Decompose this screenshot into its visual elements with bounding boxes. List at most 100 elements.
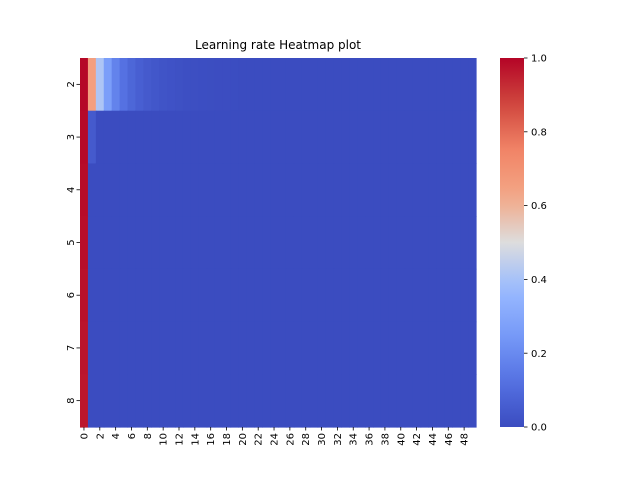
heatmap-cell: [159, 321, 168, 375]
x-axis: 0 2 4 6 8 10 12 14 16 18 20 22 24 26 28 30 32 34 36 38 40 42 4…: [79, 427, 471, 446]
heatmap-cell: [412, 268, 422, 323]
heatmap-cell: [230, 374, 239, 428]
heatmap-cell: [143, 374, 152, 428]
heatmap-cell: [436, 110, 445, 165]
heatmap-cell: [270, 110, 279, 165]
x-tick-label: 38: [380, 433, 391, 446]
heatmap-cell: [80, 374, 89, 428]
heatmap-cell: [143, 163, 152, 217]
heatmap-cell: [206, 268, 216, 323]
x-tick-label: 4: [111, 433, 122, 439]
heatmap-cell: [111, 268, 121, 323]
heatmap-cell: [127, 374, 137, 428]
heatmap-cell: [452, 374, 461, 428]
heatmap-cell: [404, 321, 414, 375]
heatmap-cell: [190, 268, 200, 323]
heatmap-cell: [468, 58, 477, 112]
heatmap-cell: [325, 163, 335, 217]
heatmap-cell: [341, 58, 350, 112]
heatmap-cell: [87, 321, 97, 375]
x-tick-label: 36: [365, 433, 376, 446]
heatmap-cell: [103, 321, 113, 375]
heatmap-cell: [119, 58, 129, 112]
heatmap-cell: [238, 374, 247, 428]
heatmap-cell: [135, 110, 144, 165]
colorbar-axis: 0.0 0.2 0.4 0.6 0.8 1.0: [524, 54, 547, 434]
heatmap-cell: [357, 374, 366, 428]
heatmap-cell: [436, 58, 445, 112]
heatmap-cell: [309, 110, 319, 165]
heatmap-cell: [317, 374, 327, 428]
heatmap-cell: [285, 163, 295, 217]
heatmap-cell: [380, 163, 390, 217]
heatmap-cell: [143, 216, 152, 270]
heatmap-cell: [404, 216, 414, 270]
heatmap-cell: [246, 110, 255, 165]
heatmap-cell: [80, 321, 89, 375]
heatmap-cell: [420, 110, 430, 165]
heatmap-cell: [151, 374, 160, 428]
heatmap-cell: [278, 374, 287, 428]
heatmap-cell: [95, 268, 105, 323]
x-tick-label: 32: [333, 433, 344, 446]
x-tick-label: 28: [301, 433, 312, 446]
heatmap-cell: [436, 321, 445, 375]
heatmap-cell: [135, 321, 144, 375]
heatmap-cell: [80, 163, 89, 217]
y-tick-label: 6: [66, 292, 77, 298]
heatmap-cell: [238, 216, 247, 270]
colorbar-tick-label: 0.0: [531, 423, 547, 434]
heatmap-cell: [198, 268, 208, 323]
heatmap-cell: [436, 374, 445, 428]
heatmap-cell: [309, 374, 319, 428]
heatmap-cell: [206, 216, 216, 270]
heatmap-cell: [270, 163, 279, 217]
heatmap-cell: [365, 321, 374, 375]
heatmap-cell: [270, 268, 279, 323]
heatmap-cell: [460, 58, 469, 112]
heatmap-cell: [373, 216, 382, 270]
heatmap-cell: [428, 58, 437, 112]
heatmap-cell: [127, 268, 137, 323]
heatmap-cell: [293, 216, 303, 270]
heatmap-cell: [182, 268, 192, 323]
x-tick-label: 20: [238, 433, 249, 446]
x-tick-label: 22: [254, 433, 265, 446]
heatmap-cell: [309, 268, 319, 323]
heatmap-cell: [444, 374, 453, 428]
heatmap-cell: [270, 374, 279, 428]
heatmap-cell: [341, 110, 350, 165]
heatmap-cell: [301, 321, 311, 375]
heatmap-cell: [293, 321, 303, 375]
heatmap-cell: [167, 58, 176, 112]
heatmap-cell: [214, 268, 224, 323]
heatmap-cell: [262, 163, 271, 217]
heatmap-cell: [270, 58, 279, 112]
heatmap-cell: [285, 58, 295, 112]
heatmap-cell: [87, 163, 97, 217]
heatmap-cell: [80, 110, 89, 165]
heatmap-cell: [396, 374, 406, 428]
heatmap-cell: [349, 58, 358, 112]
heatmap-cell: [111, 216, 121, 270]
heatmap-cell: [412, 58, 422, 112]
heatmap-cell: [365, 216, 374, 270]
colorbar-tick-label: 0.4: [531, 275, 547, 286]
heatmap-cell: [214, 58, 224, 112]
heatmap-cell: [175, 321, 184, 375]
heatmap-cell: [190, 321, 200, 375]
heatmap-cell: [428, 268, 437, 323]
heatmap-cell: [444, 163, 453, 217]
heatmap-cell: [420, 374, 430, 428]
heatmap-cell: [119, 163, 129, 217]
heatmap-cell: [206, 321, 216, 375]
x-tick-label: 10: [159, 433, 170, 446]
x-tick-label: 16: [206, 433, 217, 446]
heatmap-cell: [80, 268, 89, 323]
heatmap-cell: [285, 268, 295, 323]
heatmap-cell: [365, 58, 374, 112]
heatmap-cell: [262, 216, 271, 270]
heatmap-cell: [111, 110, 121, 165]
heatmap-cell: [119, 268, 129, 323]
